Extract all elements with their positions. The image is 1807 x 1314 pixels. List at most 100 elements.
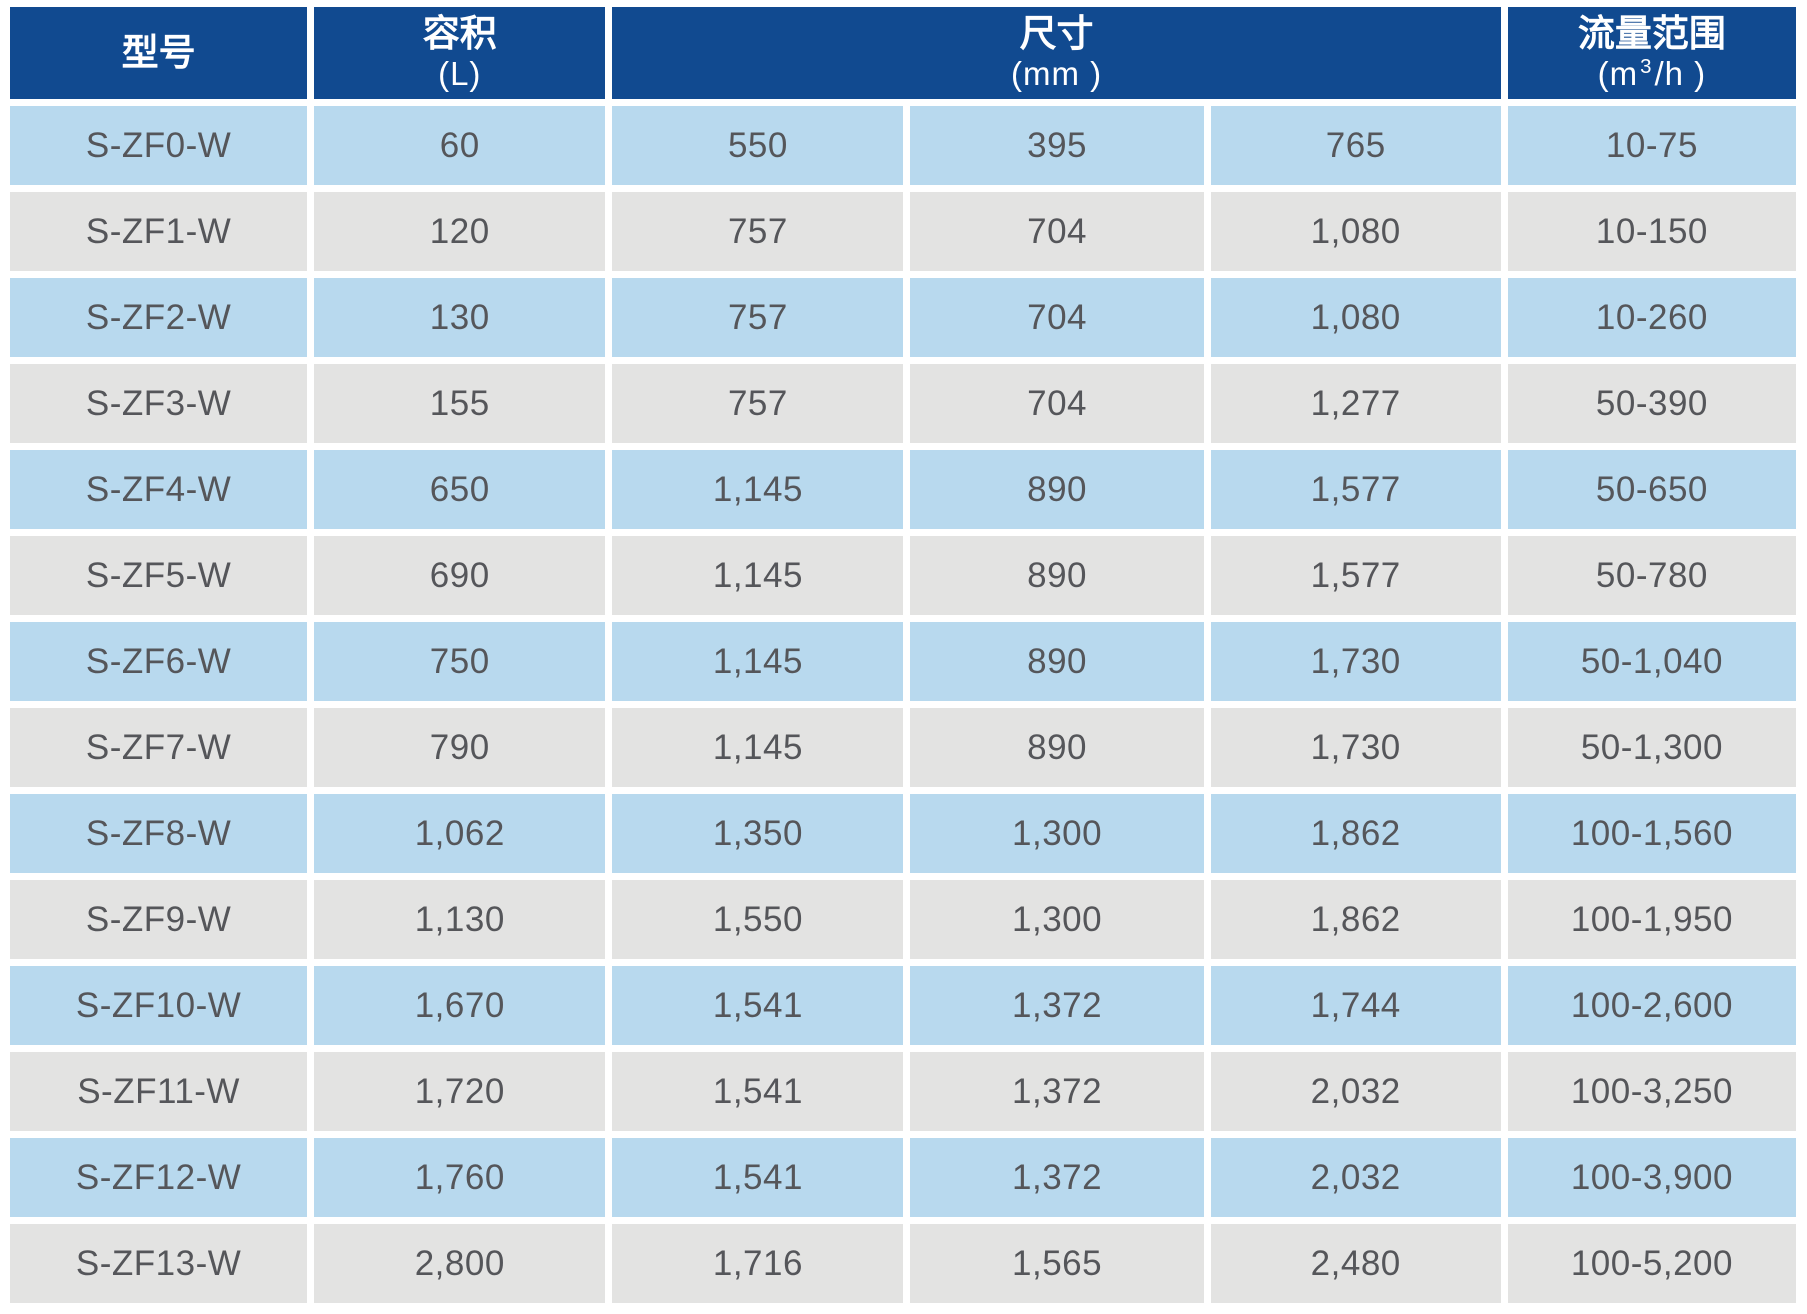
cell-volume: 155	[314, 364, 606, 443]
cell-model: S-ZF12-W	[10, 1138, 308, 1217]
header-model: 型号	[10, 7, 308, 99]
table-row: S-ZF0-W 60 550 395 765 10-75	[10, 106, 1796, 185]
cell-dim-w: 1,145	[612, 536, 904, 615]
cell-volume: 120	[314, 192, 606, 271]
cell-flow: 100-1,560	[1507, 794, 1796, 873]
cell-volume: 1,720	[314, 1052, 606, 1131]
table-row: S-ZF1-W 120 757 704 1,080 10-150	[10, 192, 1796, 271]
cell-volume: 2,800	[314, 1224, 606, 1303]
cell-model: S-ZF7-W	[10, 708, 308, 787]
header-model-label: 型号	[121, 31, 196, 73]
cell-dim-d: 890	[910, 450, 1204, 529]
cell-flow: 50-780	[1507, 536, 1796, 615]
cell-dim-d: 1,565	[910, 1224, 1204, 1303]
cell-model: S-ZF1-W	[10, 192, 308, 271]
table-row: S-ZF10-W 1,670 1,541 1,372 1,744 100-2,600	[10, 966, 1796, 1045]
table-row: S-ZF12-W 1,760 1,541 1,372 2,032 100-3,900	[10, 1138, 1796, 1217]
table-header: 型号 容积 (L) 尺寸 (mm ) 流量范围 (m3/h )	[10, 7, 1796, 99]
table-body: S-ZF0-W 60 550 395 765 10-75 S-ZF1-W 120 757 704 1…	[10, 106, 1796, 1303]
cell-dim-h: 1,730	[1210, 708, 1501, 787]
cell-dim-w: 1,541	[612, 1138, 904, 1217]
cell-flow: 50-390	[1507, 364, 1796, 443]
table-row: S-ZF6-W 750 1,145 890 1,730 50-1,040	[10, 622, 1796, 701]
cell-dim-d: 1,372	[910, 1138, 1204, 1217]
table-row: S-ZF2-W 130 757 704 1,080 10-260	[10, 278, 1796, 357]
cell-model: S-ZF0-W	[10, 106, 308, 185]
cell-flow: 50-1,040	[1507, 622, 1796, 701]
cell-dim-w: 757	[612, 278, 904, 357]
cell-dim-w: 1,145	[612, 622, 904, 701]
table-row: S-ZF4-W 650 1,145 890 1,577 50-650	[10, 450, 1796, 529]
cell-model: S-ZF9-W	[10, 880, 308, 959]
cell-volume: 750	[314, 622, 606, 701]
table-row: S-ZF13-W 2,800 1,716 1,565 2,480 100-5,200	[10, 1224, 1796, 1303]
cell-dim-h: 1,577	[1210, 450, 1501, 529]
cell-flow: 100-3,900	[1507, 1138, 1796, 1217]
cell-volume: 650	[314, 450, 606, 529]
cell-dim-d: 704	[910, 278, 1204, 357]
cell-dim-h: 2,032	[1210, 1052, 1501, 1131]
cell-dim-w: 1,145	[612, 450, 904, 529]
cell-volume: 60	[314, 106, 606, 185]
cell-volume: 1,670	[314, 966, 606, 1045]
table-row: S-ZF11-W 1,720 1,541 1,372 2,032 100-3,250	[10, 1052, 1796, 1131]
cell-dim-d: 890	[910, 708, 1204, 787]
header-size-unit: (mm )	[1011, 55, 1103, 93]
table-row: S-ZF8-W 1,062 1,350 1,300 1,862 100-1,560	[10, 794, 1796, 873]
cell-dim-w: 1,716	[612, 1224, 904, 1303]
cell-model: S-ZF8-W	[10, 794, 308, 873]
cell-volume: 690	[314, 536, 606, 615]
cell-volume: 1,760	[314, 1138, 606, 1217]
cell-dim-w: 550	[612, 106, 904, 185]
cell-dim-h: 2,032	[1210, 1138, 1501, 1217]
cell-dim-d: 890	[910, 536, 1204, 615]
header-flow-range: 流量范围 (m3/h )	[1507, 7, 1796, 99]
cell-flow: 10-150	[1507, 192, 1796, 271]
header-flow-unit-suffix: /h )	[1654, 55, 1707, 93]
header-flow-unit-prefix: (m	[1597, 55, 1639, 93]
cell-dim-h: 1,862	[1210, 880, 1501, 959]
cell-flow: 50-650	[1507, 450, 1796, 529]
cell-dim-h: 1,730	[1210, 622, 1501, 701]
table-row: S-ZF7-W 790 1,145 890 1,730 50-1,300	[10, 708, 1796, 787]
cell-volume: 1,130	[314, 880, 606, 959]
cell-model: S-ZF3-W	[10, 364, 308, 443]
cell-dim-h: 1,862	[1210, 794, 1501, 873]
cell-dim-h: 1,080	[1210, 278, 1501, 357]
cell-volume: 790	[314, 708, 606, 787]
cell-dim-d: 1,372	[910, 966, 1204, 1045]
cell-model: S-ZF2-W	[10, 278, 308, 357]
cell-dim-h: 1,080	[1210, 192, 1501, 271]
cell-dim-h: 2,480	[1210, 1224, 1501, 1303]
header-flow-title: 流量范围	[1577, 12, 1726, 54]
cell-dim-w: 1,541	[612, 966, 904, 1045]
cell-flow: 10-260	[1507, 278, 1796, 357]
cell-flow: 100-1,950	[1507, 880, 1796, 959]
header-flow-unit-sup: 3	[1640, 55, 1653, 79]
cell-dim-d: 890	[910, 622, 1204, 701]
header-size-title: 尺寸	[1019, 12, 1094, 54]
cell-model: S-ZF5-W	[10, 536, 308, 615]
cell-dim-w: 1,541	[612, 1052, 904, 1131]
cell-volume: 1,062	[314, 794, 606, 873]
cell-dim-h: 1,744	[1210, 966, 1501, 1045]
cell-dim-d: 704	[910, 192, 1204, 271]
cell-model: S-ZF6-W	[10, 622, 308, 701]
header-size: 尺寸 (mm )	[612, 7, 1501, 99]
cell-dim-w: 1,350	[612, 794, 904, 873]
cell-dim-w: 757	[612, 364, 904, 443]
cell-flow: 100-3,250	[1507, 1052, 1796, 1131]
cell-flow: 100-2,600	[1507, 966, 1796, 1045]
header-volume-title: 容积	[422, 12, 497, 54]
cell-dim-h: 765	[1210, 106, 1501, 185]
header-row: 型号 容积 (L) 尺寸 (mm ) 流量范围 (m3/h )	[10, 7, 1796, 99]
product-spec-table: 型号 容积 (L) 尺寸 (mm ) 流量范围 (m3/h ) S-ZF0-W 6…	[3, 0, 1803, 1310]
table-row: S-ZF9-W 1,130 1,550 1,300 1,862 100-1,950	[10, 880, 1796, 959]
cell-dim-d: 1,300	[910, 794, 1204, 873]
cell-dim-w: 757	[612, 192, 904, 271]
cell-dim-h: 1,577	[1210, 536, 1501, 615]
cell-dim-d: 1,300	[910, 880, 1204, 959]
cell-model: S-ZF11-W	[10, 1052, 308, 1131]
table-row: S-ZF5-W 690 1,145 890 1,577 50-780	[10, 536, 1796, 615]
cell-dim-d: 395	[910, 106, 1204, 185]
